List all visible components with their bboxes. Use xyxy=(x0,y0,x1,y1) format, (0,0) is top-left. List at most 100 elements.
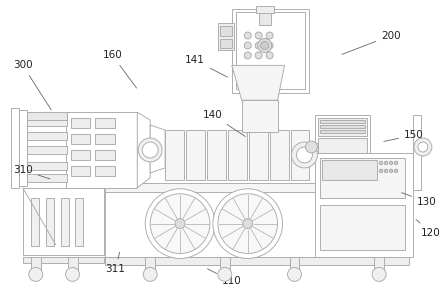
Circle shape xyxy=(306,141,317,153)
Bar xyxy=(242,100,278,132)
Circle shape xyxy=(244,32,251,39)
Text: 311: 311 xyxy=(105,252,125,275)
Polygon shape xyxy=(137,112,150,188)
Bar xyxy=(320,120,365,123)
Bar xyxy=(207,130,226,180)
Circle shape xyxy=(244,52,251,59)
Bar xyxy=(249,130,268,180)
Bar xyxy=(256,6,274,13)
Bar xyxy=(70,118,90,128)
Bar xyxy=(27,174,66,182)
Bar xyxy=(218,23,234,50)
Circle shape xyxy=(218,194,278,253)
Bar xyxy=(374,258,384,274)
Bar xyxy=(319,138,367,153)
Circle shape xyxy=(243,219,253,229)
Bar xyxy=(315,115,370,153)
Circle shape xyxy=(266,32,273,39)
Bar xyxy=(95,134,115,144)
Circle shape xyxy=(29,268,43,281)
Circle shape xyxy=(372,268,386,281)
Bar xyxy=(320,130,365,133)
Bar xyxy=(413,115,421,190)
Text: 200: 200 xyxy=(342,30,401,54)
Bar xyxy=(23,188,105,255)
Circle shape xyxy=(418,142,428,152)
Bar xyxy=(66,112,137,188)
Circle shape xyxy=(384,161,388,165)
Bar xyxy=(23,258,105,263)
Polygon shape xyxy=(232,65,284,100)
Circle shape xyxy=(218,268,232,281)
Circle shape xyxy=(66,268,80,281)
Circle shape xyxy=(384,169,388,173)
Bar xyxy=(320,158,405,198)
Circle shape xyxy=(143,268,157,281)
Text: 120: 120 xyxy=(416,219,441,238)
Bar xyxy=(165,130,184,180)
Bar xyxy=(220,38,232,48)
Circle shape xyxy=(150,194,210,253)
Bar xyxy=(70,150,90,160)
Bar xyxy=(31,258,41,274)
Circle shape xyxy=(260,42,268,50)
Circle shape xyxy=(213,189,283,258)
Circle shape xyxy=(394,169,398,173)
Text: 140: 140 xyxy=(203,110,245,137)
Circle shape xyxy=(266,52,273,59)
Circle shape xyxy=(389,161,393,165)
Bar xyxy=(27,146,66,154)
Bar xyxy=(95,118,115,128)
Bar xyxy=(27,162,66,170)
Bar xyxy=(290,258,299,274)
Circle shape xyxy=(145,189,215,258)
Circle shape xyxy=(291,142,317,168)
Bar xyxy=(270,130,288,180)
Circle shape xyxy=(379,161,383,165)
Text: 130: 130 xyxy=(402,193,437,207)
Bar xyxy=(11,108,19,188)
Bar xyxy=(105,183,409,192)
Bar xyxy=(27,112,66,120)
Circle shape xyxy=(244,42,251,49)
Bar xyxy=(46,198,54,246)
Bar xyxy=(74,198,82,246)
Bar xyxy=(236,12,306,89)
Bar xyxy=(228,130,247,180)
Bar xyxy=(304,143,319,151)
Circle shape xyxy=(138,138,162,162)
Bar xyxy=(27,118,66,126)
Bar xyxy=(19,110,27,186)
Bar xyxy=(220,258,230,274)
Text: 141: 141 xyxy=(185,55,227,77)
Bar xyxy=(186,130,205,180)
Circle shape xyxy=(255,52,262,59)
Bar xyxy=(105,190,409,258)
Text: 110: 110 xyxy=(207,269,242,286)
Bar xyxy=(27,132,66,140)
Bar xyxy=(320,205,405,250)
Text: 300: 300 xyxy=(13,60,51,110)
Bar xyxy=(320,125,365,128)
Circle shape xyxy=(389,169,393,173)
Bar xyxy=(70,134,90,144)
Bar xyxy=(220,25,232,35)
Bar xyxy=(105,258,409,265)
Circle shape xyxy=(258,38,272,52)
Bar xyxy=(319,118,367,136)
Bar xyxy=(95,166,115,176)
Circle shape xyxy=(296,147,312,163)
Bar xyxy=(31,198,39,246)
Bar xyxy=(323,160,377,180)
Bar xyxy=(315,153,413,258)
Circle shape xyxy=(266,42,273,49)
Bar xyxy=(259,9,271,25)
Bar xyxy=(61,198,69,246)
Bar xyxy=(145,258,155,274)
Text: 150: 150 xyxy=(384,130,424,142)
Circle shape xyxy=(414,138,432,156)
Circle shape xyxy=(175,219,185,229)
Bar xyxy=(68,258,78,274)
Bar xyxy=(232,9,309,93)
Bar xyxy=(291,130,309,180)
